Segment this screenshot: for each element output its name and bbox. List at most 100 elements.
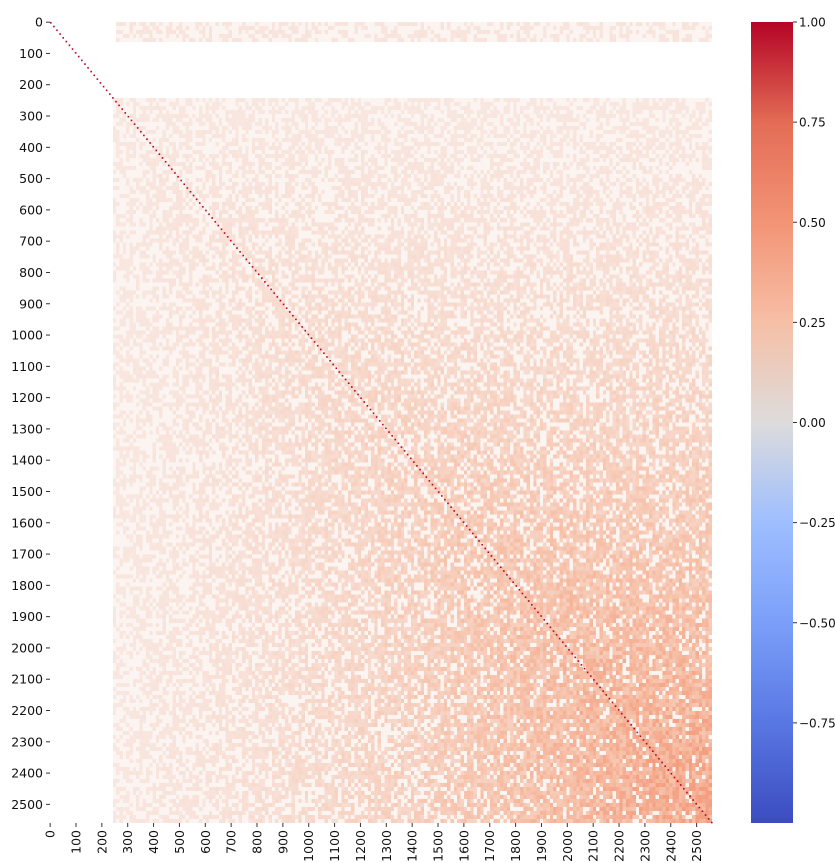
diagonal-cell (397, 442, 400, 445)
diagonal-cell (195, 198, 198, 201)
diagonal-cell (99, 82, 102, 84)
diagonal-cell (239, 251, 241, 253)
diagonal-cell (341, 374, 344, 377)
diagonal-cell (366, 404, 369, 407)
x-tick-label: 2200 (612, 830, 627, 862)
diagonal-cell (279, 299, 282, 302)
diagonal-cell (164, 160, 167, 163)
diagonal-cell (481, 543, 483, 546)
y-axis: 0 100 200 300 400 500 600 700 800 900 1000 1100 1200… (11, 15, 50, 812)
diagonal-cell (428, 480, 431, 482)
diagonal-cell (400, 446, 403, 448)
diagonal-cell (192, 194, 195, 197)
diagonal-cell (211, 217, 213, 219)
colorbar-tick-label: 0.50 (799, 216, 826, 230)
diagonal-cell (589, 675, 592, 677)
diagonal-cell (316, 344, 319, 347)
diagonal-cell (419, 468, 421, 471)
diagonal-cell (257, 273, 260, 276)
diagonal-cell (177, 175, 179, 178)
x-tick-label: 2500 (689, 830, 704, 862)
y-tick-label: 1000 (11, 328, 43, 343)
x-tick-label: 1200 (353, 830, 368, 862)
diagonal-cell (124, 112, 127, 114)
diagonal-cell (121, 108, 123, 110)
diagonal-cell (282, 303, 285, 306)
diagonal-cell (459, 517, 462, 520)
diagonal-cell (580, 664, 583, 666)
diagonal-cell (527, 600, 530, 602)
y-tick-label: 2200 (11, 703, 43, 718)
colorbar-tick-label: −0.75 (799, 716, 835, 730)
diagonal-cell (636, 731, 639, 734)
diagonal-cell (493, 558, 496, 561)
x-tick-label: 200 (94, 830, 109, 854)
x-tick-label: 1900 (534, 830, 549, 862)
y-tick-label: 800 (19, 265, 43, 280)
diagonal-cell (444, 498, 446, 501)
y-tick-label: 1700 (11, 547, 43, 562)
diagonal-cell (586, 671, 589, 674)
diagonal-cell (74, 52, 77, 54)
diagonal-cell (217, 224, 220, 227)
y-tick-label: 2500 (11, 797, 43, 812)
y-tick-label: 1800 (11, 578, 43, 593)
diagonal-cell (496, 562, 499, 565)
diagonal-cell (214, 220, 217, 223)
diagonal-cell (233, 243, 235, 246)
diagonal-cell (155, 149, 158, 152)
colorbar-tick-label: −0.50 (799, 616, 835, 630)
diagonal-cell (521, 592, 524, 595)
diagonal-cell (323, 352, 325, 355)
diagonal-cell (53, 25, 55, 28)
diagonal-cell (307, 333, 310, 336)
diagonal-cell (87, 67, 89, 69)
diagonal-cell (139, 130, 142, 133)
diagonal-cell (363, 401, 366, 403)
diagonal-cell (65, 40, 68, 43)
diagonal-cell (81, 59, 83, 62)
diagonal-cell (68, 44, 71, 47)
diagonal-cell (338, 371, 341, 373)
diagonal-cell (382, 423, 384, 426)
diagonal-cell (515, 585, 518, 587)
y-tick-label: 2400 (11, 766, 43, 781)
diagonal-cell (534, 607, 536, 610)
diagonal-cell (208, 213, 210, 216)
diagonal-cell (490, 555, 493, 557)
diagonal-cell (518, 588, 521, 591)
diagonal-cell (456, 513, 459, 516)
diagonal-cell (614, 705, 617, 707)
diagonal-cell (652, 750, 654, 753)
diagonal-cell (472, 532, 474, 535)
diagonal-cell (530, 603, 533, 606)
diagonal-cell (298, 322, 300, 324)
diagonal-cell (205, 209, 207, 212)
colorbar-gradient (751, 22, 793, 823)
x-tick-label: 2100 (586, 830, 601, 862)
x-tick-label: 500 (172, 830, 187, 854)
diagonal-cell (639, 735, 642, 737)
diagonal-cell (409, 457, 412, 460)
x-tick-label: 600 (198, 830, 213, 854)
colorbar-tick-label: 1.00 (799, 16, 826, 30)
diagonal-cell (403, 450, 406, 452)
heatmap-cells (50, 22, 712, 823)
diagonal-cell (431, 483, 434, 486)
x-axis: 0 100 200 300 400 500 600 700 800 900 1000 1100 1200… (43, 823, 704, 862)
diagonal-cell (347, 382, 350, 385)
diagonal-cell (372, 412, 375, 415)
diagonal-cell (475, 536, 477, 538)
diagonal-cell (105, 89, 108, 92)
diagonal-cell (425, 476, 428, 478)
diagonal-cell (133, 123, 136, 125)
colorbar-tick-label: 0.00 (799, 416, 826, 430)
diagonal-cell (223, 232, 226, 234)
y-tick-label: 600 (19, 202, 43, 217)
diagonal-cell (391, 435, 393, 437)
diagonal-cell (648, 746, 651, 749)
diagonal-cell (115, 100, 117, 103)
x-tick-label: 2000 (560, 830, 575, 862)
diagonal-cell (292, 314, 294, 317)
diagonal-cell (413, 461, 415, 463)
